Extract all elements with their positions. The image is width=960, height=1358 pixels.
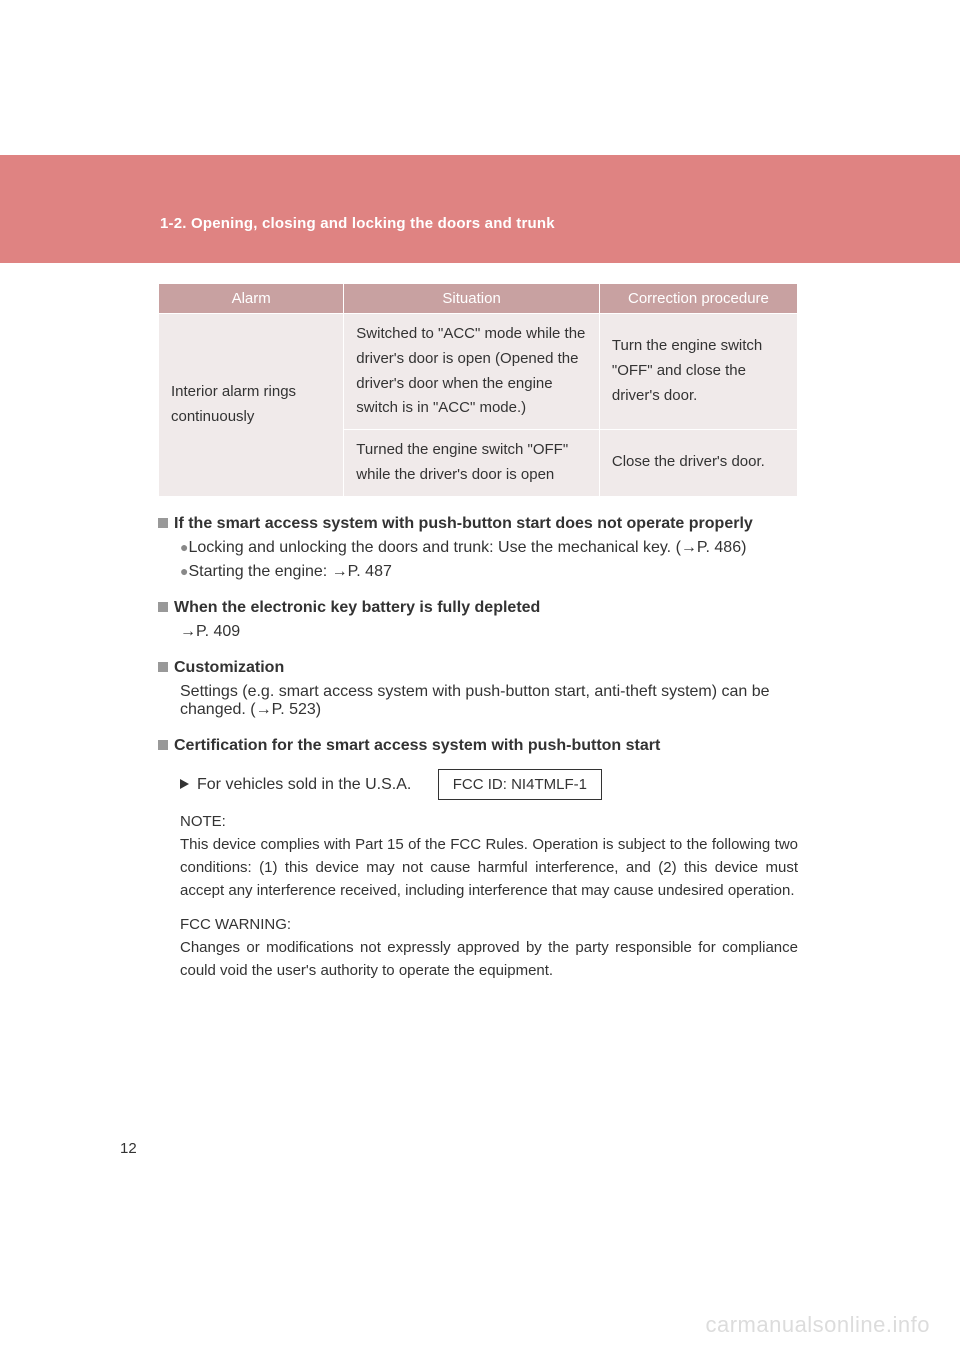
square-marker-icon	[158, 518, 168, 528]
section-title: If the smart access system with push-but…	[174, 515, 753, 532]
bullet-text: Starting the engine: →P. 487	[188, 563, 391, 580]
section-title: Customization	[174, 659, 284, 676]
note-block: NOTE: This device complies with Part 15 …	[180, 810, 798, 903]
header-band	[0, 155, 960, 263]
bullet-item: ●Locking and unlocking the doors and tru…	[180, 539, 798, 557]
square-marker-icon	[158, 662, 168, 672]
fcc-id-box: FCC ID: NI4TMLF-1	[438, 769, 602, 800]
page-number: 12	[120, 1140, 137, 1157]
bullet-text: Locking and unlocking the doors and trun…	[188, 539, 746, 556]
square-marker-icon	[158, 602, 168, 612]
section-title: When the electronic key battery is fully…	[174, 599, 540, 616]
square-marker-icon	[158, 740, 168, 750]
content-area: Alarm Situation Correction procedure Int…	[158, 283, 798, 982]
triangle-icon	[180, 779, 189, 789]
for-text: For vehicles sold in the U.S.A.	[197, 776, 411, 793]
table-row: Interior alarm rings continuously Switch…	[159, 314, 798, 430]
section-heading-smart-access: If the smart access system with push-but…	[158, 515, 798, 533]
section-body: →P. 409	[180, 623, 798, 641]
section-heading-certification: Certification for the smart access syste…	[158, 737, 798, 755]
note-body: This device complies with Part 15 of the…	[180, 833, 798, 903]
warning-body: Changes or modifications not expressly a…	[180, 936, 798, 983]
th-correction: Correction procedure	[599, 284, 797, 314]
cell-alarm: Interior alarm rings continuously	[159, 314, 344, 497]
warning-label: FCC WARNING:	[180, 913, 798, 936]
th-alarm: Alarm	[159, 284, 344, 314]
section-body: Settings (e.g. smart access system with …	[180, 683, 798, 719]
section-heading-battery: When the electronic key battery is fully…	[158, 599, 798, 617]
section-title: Certification for the smart access syste…	[174, 737, 660, 754]
note-label: NOTE:	[180, 810, 798, 833]
cell-correction: Close the driver's door.	[599, 430, 797, 497]
manual-page: 1-2. Opening, closing and locking the do…	[0, 0, 960, 1358]
th-situation: Situation	[344, 284, 600, 314]
cell-situation: Switched to "ACC" mode while the driver'…	[344, 314, 600, 430]
for-vehicles-line: For vehicles sold in the U.S.A.	[180, 776, 411, 794]
table-header-row: Alarm Situation Correction procedure	[159, 284, 798, 314]
bullet-item: ●Starting the engine: →P. 487	[180, 563, 798, 581]
section-heading-customization: Customization	[158, 659, 798, 677]
cell-correction: Turn the engine switch "OFF" and close t…	[599, 314, 797, 430]
alarm-table: Alarm Situation Correction procedure Int…	[158, 283, 798, 497]
warning-block: FCC WARNING: Changes or modifications no…	[180, 913, 798, 983]
section-heading: 1-2. Opening, closing and locking the do…	[160, 215, 555, 232]
cell-situation: Turned the engine switch "OFF" while the…	[344, 430, 600, 497]
watermark-text: carmanualsonline.info	[705, 1312, 930, 1338]
